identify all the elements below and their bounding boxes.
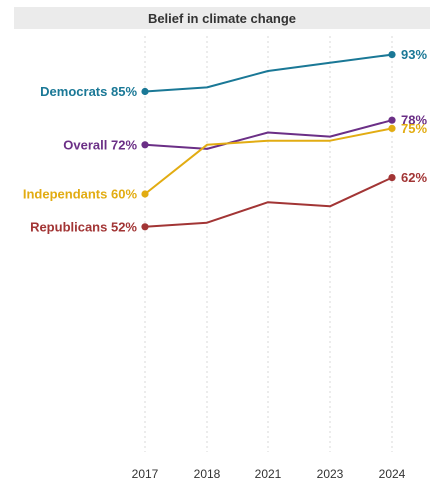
series-republicans: Republicans 52% 62% bbox=[30, 170, 427, 234]
chart-title: Belief in climate change bbox=[148, 11, 296, 26]
series-overall: Overall 72% 78% bbox=[63, 113, 427, 153]
series-line-republicans bbox=[144, 176, 393, 228]
end-label-overall: 78% bbox=[401, 113, 427, 128]
point-overall-end bbox=[388, 116, 396, 124]
point-overall-start bbox=[141, 141, 149, 149]
start-label-overall: Overall 72% bbox=[63, 137, 137, 152]
point-republicans-start bbox=[141, 223, 149, 231]
point-independants-start bbox=[141, 190, 149, 198]
end-label-republicans: 62% bbox=[401, 170, 427, 185]
series-group: Democrats 85%93%Overall 72%78%Independan… bbox=[23, 47, 428, 234]
point-democrats-end bbox=[388, 51, 396, 59]
start-label-democrats: Democrats 85% bbox=[40, 84, 137, 99]
series-line-independants bbox=[144, 127, 393, 195]
start-label-republicans: Republicans 52% bbox=[30, 219, 137, 234]
grid-lines bbox=[144, 36, 393, 452]
x-tick-2024: 2024 bbox=[379, 467, 406, 481]
x-tick-2018: 2018 bbox=[194, 467, 221, 481]
point-democrats-start bbox=[141, 87, 149, 96]
start-label-independants: Independants 60% bbox=[23, 187, 138, 202]
x-tick-2021: 2021 bbox=[255, 467, 282, 481]
end-label-independants: 75% bbox=[401, 121, 427, 136]
title-bar bbox=[14, 7, 430, 29]
series-line-overall bbox=[144, 119, 393, 150]
x-tick-2017: 2017 bbox=[132, 467, 159, 481]
x-axis-ticks: 2017 2018 2021 2023 2024 bbox=[132, 467, 406, 481]
series-line-democrats bbox=[144, 53, 393, 93]
point-republicans-end bbox=[388, 174, 396, 182]
point-independants-end bbox=[388, 124, 396, 132]
series-independants: Independants 60% 75% bbox=[23, 121, 428, 202]
x-tick-2023: 2023 bbox=[317, 467, 344, 481]
series-democrats: Democrats 85% 93% bbox=[40, 47, 427, 99]
end-label-democrats: 93% bbox=[401, 47, 427, 62]
